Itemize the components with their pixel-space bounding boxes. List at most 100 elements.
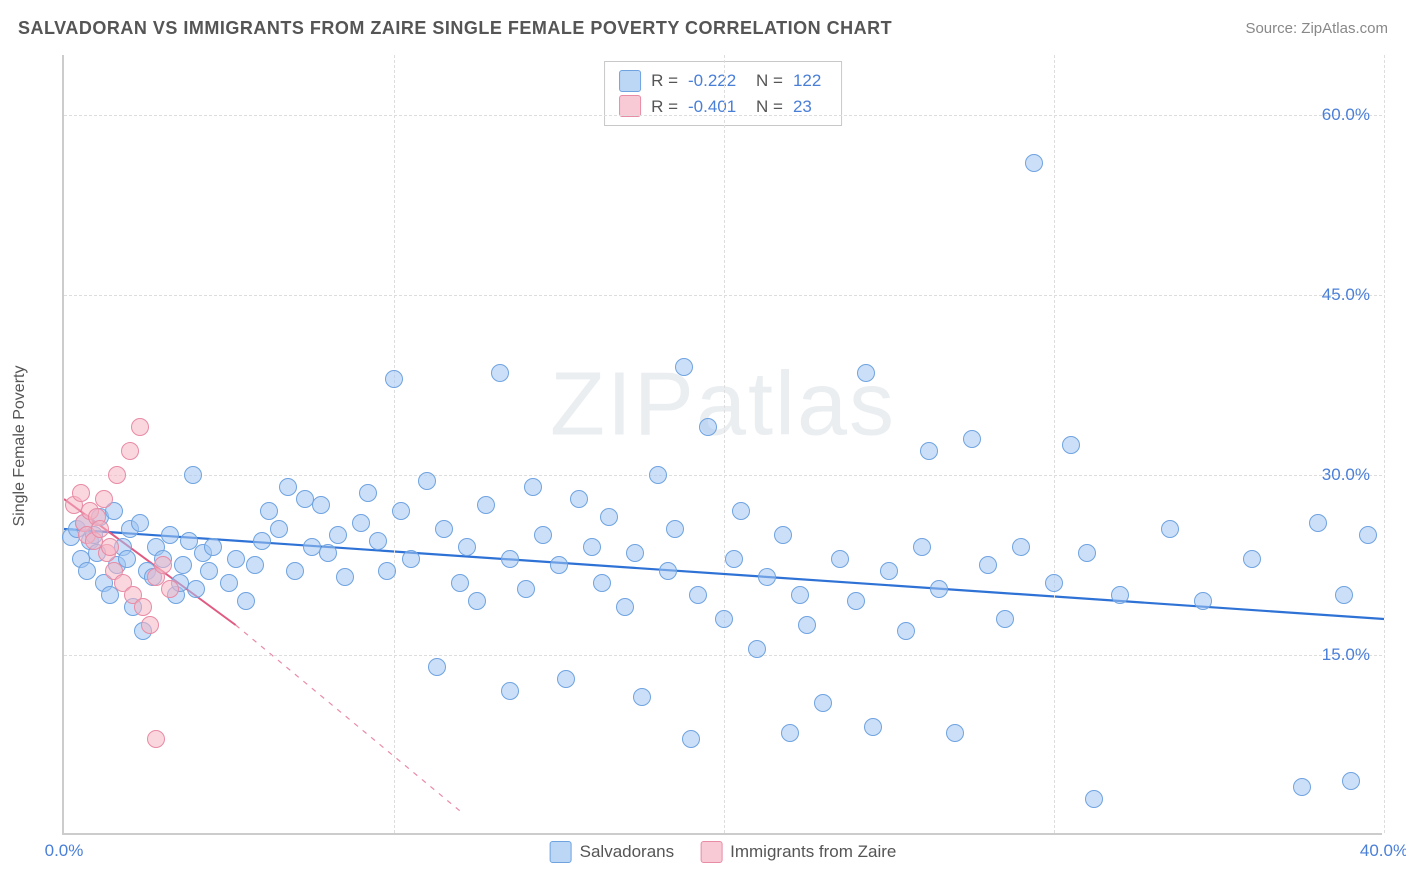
data-point: [303, 538, 321, 556]
data-point: [296, 490, 314, 508]
data-point: [418, 472, 436, 490]
data-point: [1111, 586, 1129, 604]
data-point: [451, 574, 469, 592]
data-point: [517, 580, 535, 598]
data-point: [378, 562, 396, 580]
legend-label: Salvadorans: [580, 842, 675, 862]
data-point: [385, 370, 403, 388]
data-point: [270, 520, 288, 538]
gridline-v: [1384, 55, 1385, 833]
gridline-h: [64, 655, 1382, 656]
legend-swatch: [619, 70, 641, 92]
data-point: [200, 562, 218, 580]
data-point: [583, 538, 601, 556]
data-point: [524, 478, 542, 496]
data-point: [715, 610, 733, 628]
data-point: [930, 580, 948, 598]
data-point: [781, 724, 799, 742]
data-point: [458, 538, 476, 556]
data-point: [428, 658, 446, 676]
n-value: 122: [793, 68, 827, 94]
data-point: [184, 466, 202, 484]
r-label: R =: [651, 68, 678, 94]
data-point: [649, 466, 667, 484]
data-point: [187, 580, 205, 598]
data-point: [864, 718, 882, 736]
data-point: [732, 502, 750, 520]
data-point: [616, 598, 634, 616]
data-point: [699, 418, 717, 436]
gridline-h: [64, 115, 1382, 116]
data-point: [600, 508, 618, 526]
data-point: [286, 562, 304, 580]
gridline-v: [724, 55, 725, 833]
data-point: [570, 490, 588, 508]
data-point: [1342, 772, 1360, 790]
data-point: [1161, 520, 1179, 538]
data-point: [774, 526, 792, 544]
data-point: [161, 580, 179, 598]
data-point: [659, 562, 677, 580]
data-point: [897, 622, 915, 640]
data-point: [814, 694, 832, 712]
data-point: [1309, 514, 1327, 532]
data-point: [979, 556, 997, 574]
data-point: [689, 586, 707, 604]
data-point: [72, 484, 90, 502]
data-point: [626, 544, 644, 562]
data-point: [501, 682, 519, 700]
data-point: [392, 502, 410, 520]
gridline-v: [1054, 55, 1055, 833]
data-point: [174, 556, 192, 574]
data-point: [920, 442, 938, 460]
data-point: [147, 730, 165, 748]
legend-label: Immigrants from Zaire: [730, 842, 896, 862]
data-point: [1194, 592, 1212, 610]
data-point: [791, 586, 809, 604]
gridline-h: [64, 475, 1382, 476]
data-point: [963, 430, 981, 448]
data-point: [468, 592, 486, 610]
data-point: [369, 532, 387, 550]
legend-item: Salvadorans: [550, 841, 675, 863]
data-point: [550, 556, 568, 574]
data-point: [1045, 574, 1063, 592]
data-point: [131, 418, 149, 436]
data-point: [91, 520, 109, 538]
chart-title: SALVADORAN VS IMMIGRANTS FROM ZAIRE SING…: [18, 18, 892, 39]
scatter-plot: ZIPatlas R =-0.222N =122R =-0.401N =23 S…: [62, 55, 1382, 835]
data-point: [246, 556, 264, 574]
data-point: [402, 550, 420, 568]
data-point: [996, 610, 1014, 628]
data-point: [131, 514, 149, 532]
data-point: [260, 502, 278, 520]
data-point: [1085, 790, 1103, 808]
data-point: [491, 364, 509, 382]
correlation-legend: R =-0.222N =122R =-0.401N =23: [604, 61, 842, 126]
data-point: [666, 520, 684, 538]
data-point: [798, 616, 816, 634]
n-label: N =: [756, 68, 783, 94]
correlation-row: R =-0.222N =122: [619, 68, 827, 94]
legend-swatch: [619, 95, 641, 117]
data-point: [336, 568, 354, 586]
data-point: [101, 538, 119, 556]
data-point: [1335, 586, 1353, 604]
legend-swatch: [550, 841, 572, 863]
x-tick-label: 40.0%: [1360, 841, 1406, 861]
data-point: [95, 490, 113, 508]
gridline-v: [394, 55, 395, 833]
data-point: [352, 514, 370, 532]
source-label: Source: ZipAtlas.com: [1245, 20, 1388, 37]
legend-item: Immigrants from Zaire: [700, 841, 896, 863]
data-point: [359, 484, 377, 502]
data-point: [154, 556, 172, 574]
data-point: [501, 550, 519, 568]
data-point: [237, 592, 255, 610]
data-point: [121, 442, 139, 460]
data-point: [557, 670, 575, 688]
data-point: [435, 520, 453, 538]
watermark: ZIPatlas: [550, 354, 896, 457]
data-point: [1025, 154, 1043, 172]
data-point: [477, 496, 495, 514]
